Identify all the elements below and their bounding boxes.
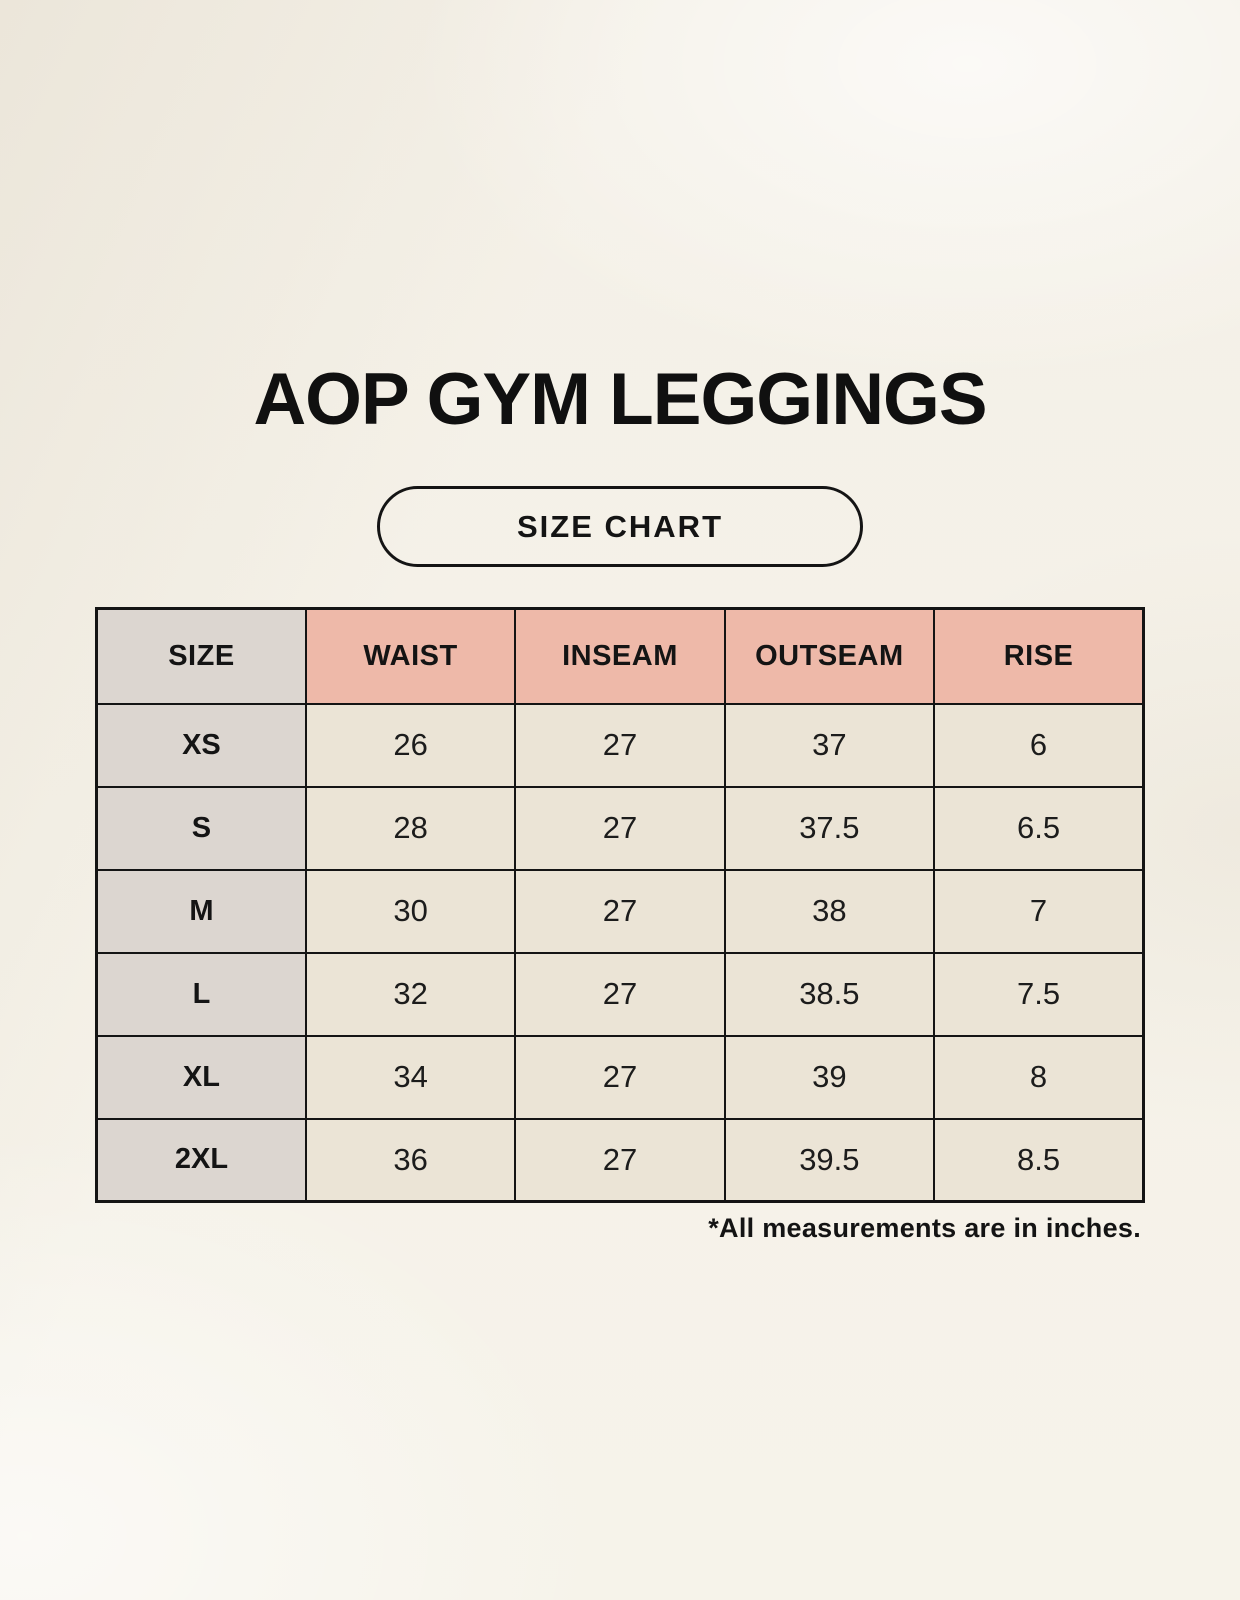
table-row-l: L 32 27 38.5 7.5: [95, 951, 1145, 1037]
table-row-m: M 30 27 38 7: [95, 868, 1145, 954]
size-chart-badge-label: SIZE CHART: [517, 508, 723, 544]
size-label: S: [95, 785, 307, 871]
size-label: 2XL: [95, 1117, 307, 1203]
page-title: AOP GYM LEGGINGS: [253, 359, 987, 440]
inseam-value: 27: [514, 868, 726, 954]
waist-value: 32: [304, 951, 517, 1037]
column-header-inseam: INSEAM: [514, 607, 726, 705]
waist-value: 30: [304, 868, 517, 954]
waist-value: 26: [304, 702, 517, 788]
rise-value: 6.5: [933, 785, 1145, 871]
waist-value: 34: [304, 1034, 517, 1120]
rise-value: 8: [933, 1034, 1145, 1120]
column-header-size: SIZE: [95, 607, 307, 705]
size-chart-table: SIZE WAIST INSEAM OUTSEAM RISE XS 26 27 …: [95, 607, 1145, 1203]
inseam-value: 27: [514, 702, 726, 788]
outseam-value: 39.5: [723, 1117, 936, 1203]
table-row-xs: XS 26 27 37 6: [95, 702, 1145, 788]
table-header-row: SIZE WAIST INSEAM OUTSEAM RISE: [95, 607, 1145, 705]
rise-value: 7.5: [933, 951, 1145, 1037]
inseam-value: 27: [514, 1117, 726, 1203]
size-chart-table-container: SIZE WAIST INSEAM OUTSEAM RISE XS 26 27 …: [95, 607, 1145, 1203]
size-label: L: [95, 951, 307, 1037]
inseam-value: 27: [514, 951, 726, 1037]
table-row-xl: XL 34 27 39 8: [95, 1034, 1145, 1120]
outseam-value: 37: [723, 702, 936, 788]
rise-value: 7: [933, 868, 1145, 954]
size-label: M: [95, 868, 307, 954]
outseam-value: 39: [723, 1034, 936, 1120]
rise-value: 8.5: [933, 1117, 1145, 1203]
rise-value: 6: [933, 702, 1145, 788]
outseam-value: 38: [723, 868, 936, 954]
inseam-value: 27: [514, 1034, 726, 1120]
outseam-value: 37.5: [723, 785, 936, 871]
size-chart-badge: SIZE CHART: [377, 486, 863, 567]
waist-value: 36: [304, 1117, 517, 1203]
waist-value: 28: [304, 785, 517, 871]
table-row-2xl: 2XL 36 27 39.5 8.5: [95, 1117, 1145, 1203]
measurements-footnote: *All measurements are in inches.: [708, 1213, 1141, 1243]
size-label: XS: [95, 702, 307, 788]
column-header-rise: RISE: [933, 607, 1145, 705]
table-row-s: S 28 27 37.5 6.5: [95, 785, 1145, 871]
outseam-value: 38.5: [723, 951, 936, 1037]
column-header-waist: WAIST: [304, 607, 517, 705]
column-header-outseam: OUTSEAM: [723, 607, 936, 705]
size-label: XL: [95, 1034, 307, 1120]
inseam-value: 27: [514, 785, 726, 871]
